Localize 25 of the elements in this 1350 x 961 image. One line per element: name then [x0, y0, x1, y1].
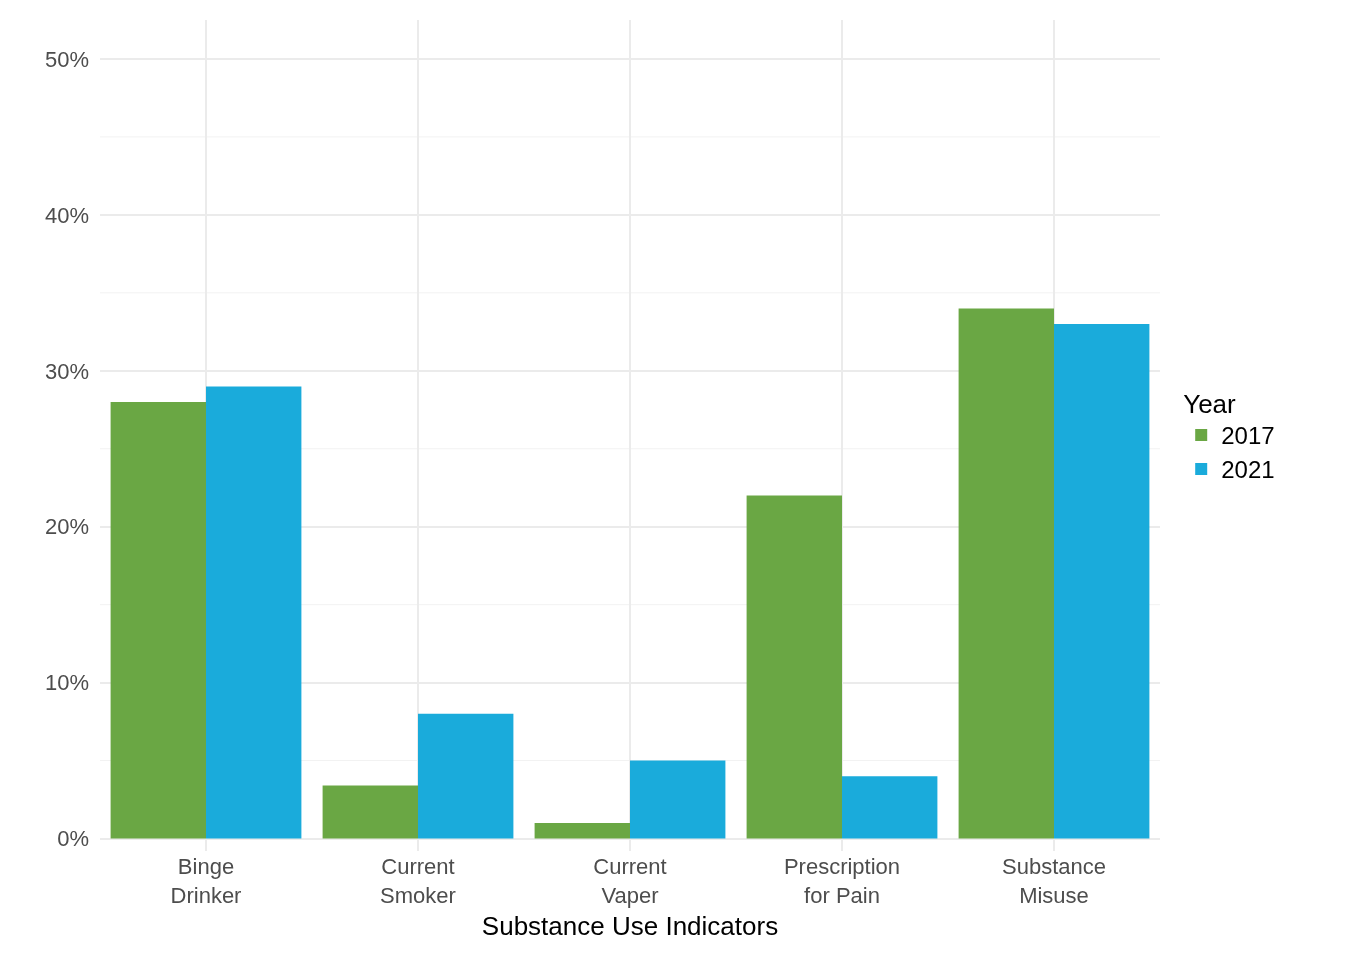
y-tick-label: 10%: [44, 670, 89, 696]
x-tick-label: Binge Drinker: [170, 854, 242, 908]
bar: [842, 776, 938, 839]
x-tick-label: Current Smoker: [380, 854, 456, 908]
bar: [418, 713, 514, 839]
x-tick-label: Prescription for Pain: [783, 854, 901, 908]
bar: [746, 495, 842, 839]
legend-label: 2017: [1221, 422, 1275, 450]
bar: [110, 401, 206, 839]
bar: [958, 308, 1054, 839]
bar: [322, 785, 418, 839]
legend-label: 2021: [1221, 456, 1275, 484]
bar: [206, 386, 302, 839]
y-tick-label: 50%: [44, 46, 89, 72]
x-axis-title: Substance Use Indicators: [481, 911, 779, 942]
x-tick-label: Current Vaper: [593, 854, 667, 908]
x-tick-label: Substance Misuse: [1002, 854, 1106, 908]
y-tick-label: 30%: [44, 358, 89, 384]
bar: [630, 760, 726, 839]
y-tick-label: 0%: [57, 826, 89, 852]
legend-title: Year: [1183, 388, 1237, 419]
bar: [1054, 324, 1150, 839]
y-tick-label: 20%: [44, 514, 89, 540]
bar: [534, 822, 630, 839]
y-tick-label: 40%: [44, 202, 89, 228]
